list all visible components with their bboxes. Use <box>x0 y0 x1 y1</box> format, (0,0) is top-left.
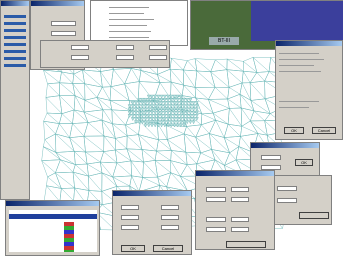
cancel-button[interactable]: Cancel <box>312 127 336 134</box>
map-label: BT-III <box>209 37 239 45</box>
options-dialog: OK Cancel <box>275 40 343 140</box>
apply-button[interactable] <box>299 212 329 219</box>
cancel-button[interactable]: Cancel <box>153 245 183 252</box>
table-body <box>9 210 97 252</box>
ok-button[interactable]: OK <box>284 127 304 134</box>
layer-table <box>5 200 100 256</box>
coordinate-dialog <box>195 170 275 250</box>
tool-buttons[interactable] <box>4 11 26 71</box>
toolbar <box>0 0 30 200</box>
ok-button[interactable]: OK <box>121 245 145 252</box>
info-dialog <box>272 175 332 225</box>
action-button[interactable] <box>226 241 266 248</box>
screen: BT-III OK Cancel OK <box>0 0 343 262</box>
projection-dialog: OK Cancel <box>112 190 192 255</box>
ok-button[interactable]: OK <box>295 159 313 166</box>
parameter-bar <box>40 40 170 68</box>
map-region <box>251 1 343 41</box>
